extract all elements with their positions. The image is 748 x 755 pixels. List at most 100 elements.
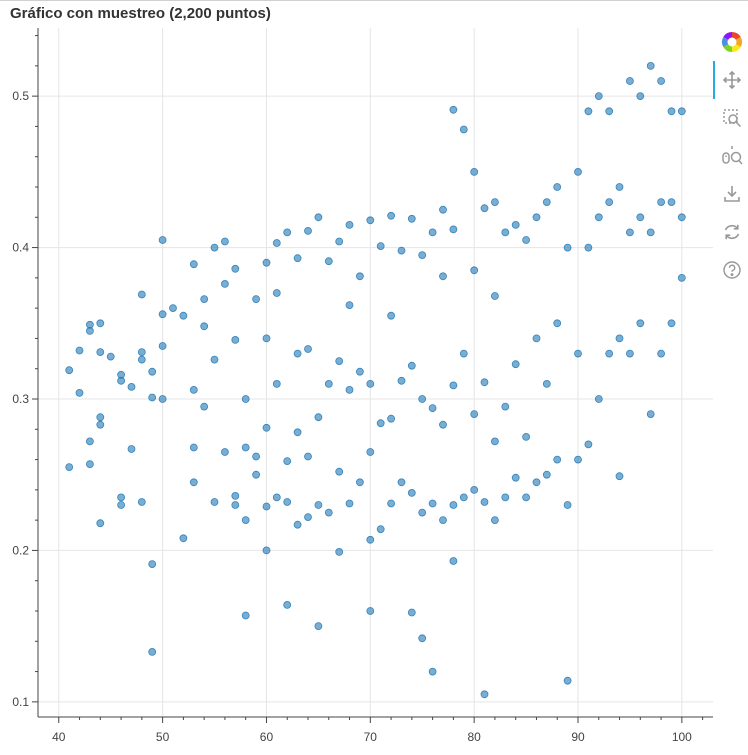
box-zoom-tool-icon[interactable]	[720, 106, 744, 130]
data-point	[553, 319, 562, 328]
data-point	[387, 211, 396, 220]
data-point	[65, 463, 74, 472]
data-point	[428, 499, 437, 508]
y-tick-label: 0.4	[12, 241, 29, 255]
data-point	[470, 485, 479, 494]
data-point	[366, 448, 375, 456]
data-point	[667, 198, 676, 207]
save-tool-icon[interactable]	[720, 182, 744, 206]
data-point	[241, 611, 250, 620]
data-point	[418, 508, 427, 517]
data-point	[646, 410, 655, 419]
data-point	[584, 243, 593, 252]
x-tick-label: 70	[364, 730, 378, 744]
data-point	[293, 349, 302, 358]
data-point	[335, 237, 344, 246]
data-point	[511, 220, 520, 229]
wheel-zoom-tool-icon[interactable]	[720, 144, 744, 168]
data-point	[376, 525, 385, 534]
axes: 40 50 60 70 80 90 100 0.1 0.2 0.3 0.4 0.5	[12, 28, 713, 744]
data-point	[480, 690, 489, 699]
data-point	[387, 311, 396, 320]
data-point	[314, 501, 323, 509]
data-point	[449, 225, 458, 234]
data-point	[314, 622, 323, 630]
data-point	[563, 243, 572, 252]
y-tick-label: 0.5	[12, 89, 29, 103]
data-point	[117, 493, 125, 502]
data-point	[137, 348, 146, 357]
data-point	[677, 273, 686, 282]
data-point	[335, 357, 344, 366]
data-point	[574, 349, 582, 358]
data-point	[345, 499, 354, 508]
data-point	[470, 167, 479, 176]
data-point	[304, 226, 312, 235]
data-point	[387, 414, 396, 423]
data-point	[272, 289, 281, 297]
data-point	[646, 228, 655, 237]
data-point	[553, 455, 562, 464]
data-point	[459, 493, 468, 502]
y-tick-label: 0.2	[12, 543, 29, 557]
data-point	[626, 77, 634, 85]
data-point	[252, 452, 261, 461]
data-point	[418, 251, 427, 260]
data-point	[563, 501, 572, 509]
data-point	[345, 301, 354, 310]
data-point	[148, 648, 157, 656]
data-point	[127, 445, 136, 453]
data-point	[449, 501, 458, 509]
data-point	[636, 319, 645, 328]
data-point	[584, 107, 593, 116]
data-point	[470, 410, 479, 419]
data-point	[335, 548, 344, 556]
data-point	[418, 395, 427, 403]
data-point	[542, 379, 551, 388]
data-point	[158, 236, 167, 244]
data-point	[397, 376, 406, 385]
data-point	[459, 349, 468, 358]
data-point	[574, 167, 582, 176]
data-point	[449, 557, 458, 565]
data-point	[241, 443, 250, 452]
data-point	[511, 473, 520, 482]
data-point	[470, 266, 479, 275]
toolbar	[713, 28, 748, 298]
x-tick-label: 60	[260, 730, 274, 744]
data-point	[407, 361, 416, 370]
x-tick-label: 90	[571, 730, 585, 744]
data-point	[605, 107, 614, 116]
data-point	[626, 228, 634, 237]
data-point	[407, 214, 416, 223]
x-tick-label: 80	[467, 730, 481, 744]
data-point	[459, 125, 468, 134]
data-point	[241, 516, 250, 524]
data-point	[428, 667, 437, 676]
reset-tool-icon[interactable]	[720, 220, 744, 244]
data-point	[407, 608, 416, 617]
data-point	[272, 379, 281, 388]
data-point	[314, 213, 323, 222]
data-point	[490, 437, 499, 446]
data-point	[376, 419, 385, 428]
data-point	[449, 105, 458, 114]
data-point	[542, 198, 551, 207]
data-point	[117, 376, 125, 385]
data-point	[532, 478, 541, 487]
data-point	[667, 319, 676, 328]
top-border	[0, 0, 748, 1]
pan-tool-icon[interactable]	[720, 68, 744, 92]
data-point	[428, 228, 437, 237]
data-point	[387, 499, 396, 508]
data-point	[293, 428, 302, 437]
data-point	[355, 272, 364, 281]
data-point	[480, 378, 489, 387]
help-tool-icon[interactable]	[720, 258, 744, 282]
data-point	[148, 367, 157, 376]
data-point	[314, 413, 323, 422]
bokeh-logo-icon[interactable]	[720, 30, 744, 54]
data-point	[106, 352, 115, 361]
data-point	[605, 198, 614, 207]
